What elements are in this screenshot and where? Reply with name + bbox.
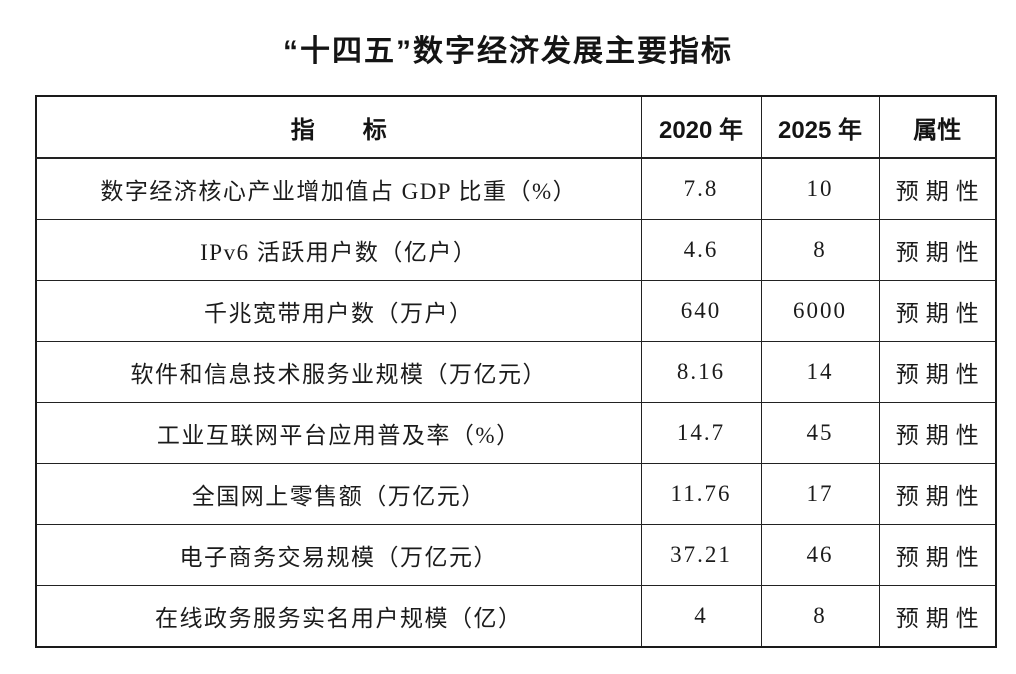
- indicator-cell: 软件和信息技术服务业规模（万亿元）: [35, 341, 642, 403]
- attribute-cell: 预期性: [878, 341, 997, 403]
- value-2020-cell: 11.76: [640, 463, 762, 525]
- indicators-table: 指 标 2020 年 2025 年 属性 数字经济核心产业增加值占 GDP 比重…: [35, 95, 997, 648]
- indicator-cell: 全国网上零售额（万亿元）: [35, 463, 642, 525]
- attribute-cell: 预期性: [878, 463, 997, 525]
- value-2020-cell: 4.6: [640, 219, 762, 281]
- value-2025-cell: 6000: [760, 280, 880, 342]
- value-2020-cell: 37.21: [640, 524, 762, 586]
- indicator-cell: 工业互联网平台应用普及率（%）: [35, 402, 642, 464]
- table-row: 千兆宽带用户数（万户） 640 6000 预期性: [35, 280, 997, 342]
- value-2025-cell: 8: [760, 219, 880, 281]
- table-row: 在线政务服务实名用户规模（亿） 4 8 预期性: [35, 585, 997, 648]
- header-2020: 2020 年: [640, 95, 762, 159]
- value-2025-cell: 10: [760, 157, 880, 220]
- value-2025-cell: 14: [760, 341, 880, 403]
- attribute-cell: 预期性: [878, 219, 997, 281]
- indicator-cell: 数字经济核心产业增加值占 GDP 比重（%）: [35, 157, 642, 220]
- page-title: “十四五”数字经济发展主要指标: [283, 35, 733, 68]
- indicator-cell: 电子商务交易规模（万亿元）: [35, 524, 642, 586]
- attribute-cell: 预期性: [878, 157, 997, 220]
- table-row: 电子商务交易规模（万亿元） 37.21 46 预期性: [35, 524, 997, 586]
- indicator-cell: IPv6 活跃用户数（亿户）: [35, 219, 642, 281]
- table-row: IPv6 活跃用户数（亿户） 4.6 8 预期性: [35, 219, 997, 281]
- table-row: 数字经济核心产业增加值占 GDP 比重（%） 7.8 10 预期性: [35, 157, 997, 220]
- indicator-cell: 在线政务服务实名用户规模（亿）: [35, 585, 642, 648]
- table-row: 软件和信息技术服务业规模（万亿元） 8.16 14 预期性: [35, 341, 997, 403]
- value-2025-cell: 17: [760, 463, 880, 525]
- value-2020-cell: 8.16: [640, 341, 762, 403]
- value-2025-cell: 45: [760, 402, 880, 464]
- header-indicator: 指 标: [35, 95, 642, 159]
- table-row: 全国网上零售额（万亿元） 11.76 17 预期性: [35, 463, 997, 525]
- value-2020-cell: 4: [640, 585, 762, 648]
- header-attribute: 属性: [878, 95, 997, 159]
- value-2025-cell: 46: [760, 524, 880, 586]
- table-header-row: 指 标 2020 年 2025 年 属性: [35, 95, 997, 159]
- indicator-cell: 千兆宽带用户数（万户）: [35, 280, 642, 342]
- header-2025: 2025 年: [760, 95, 880, 159]
- value-2020-cell: 640: [640, 280, 762, 342]
- attribute-cell: 预期性: [878, 585, 997, 648]
- attribute-cell: 预期性: [878, 280, 997, 342]
- attribute-cell: 预期性: [878, 402, 997, 464]
- value-2025-cell: 8: [760, 585, 880, 648]
- attribute-cell: 预期性: [878, 524, 997, 586]
- value-2020-cell: 14.7: [640, 402, 762, 464]
- value-2020-cell: 7.8: [640, 157, 762, 220]
- table-row: 工业互联网平台应用普及率（%） 14.7 45 预期性: [35, 402, 997, 464]
